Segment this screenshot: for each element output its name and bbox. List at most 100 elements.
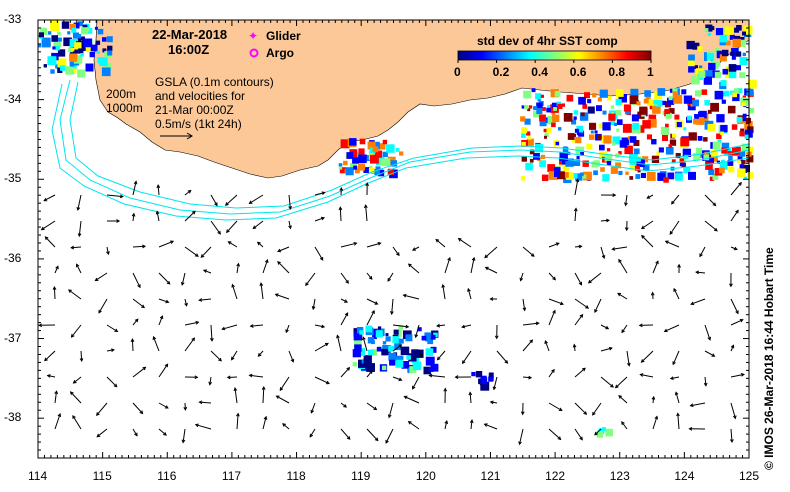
sst-cell: [602, 174, 610, 182]
velocity-arrow: [340, 272, 349, 284]
sst-cell: [580, 152, 584, 156]
velocity-arrow: [366, 428, 379, 441]
sst-cell: [573, 116, 577, 120]
velocity-arrow-head: [217, 230, 221, 235]
velocity-arrow-head: [468, 391, 473, 396]
velocity-arrow: [43, 194, 56, 202]
sst-cell: [739, 57, 748, 66]
sst-cell: [656, 151, 660, 156]
sst-cell: [644, 90, 651, 97]
sst-cell: [619, 140, 628, 148]
velocity-arrow-head: [113, 383, 118, 388]
velocity-arrow-head: [677, 263, 681, 268]
velocity-arrow-head: [363, 204, 368, 209]
sst-cell: [47, 31, 52, 35]
velocity-arrow-head: [639, 373, 644, 377]
gsla-line4: 0.5m/s (1kt 24h): [155, 117, 242, 131]
velocity-arrow: [340, 428, 351, 440]
velocity-arrow: [339, 207, 342, 222]
sst-cell: [546, 107, 551, 113]
sst-cell: [524, 105, 529, 110]
sst-cell: [546, 127, 552, 133]
sst-cell: [562, 146, 569, 153]
velocity-arrow-head: [282, 423, 286, 427]
velocity-arrow-head: [729, 439, 734, 444]
sst-cell: [738, 39, 746, 47]
sst-cell: [672, 91, 679, 97]
sst-cell: [430, 334, 436, 340]
velocity-arrow: [314, 376, 330, 384]
sst-cell: [576, 125, 584, 133]
sst-cell: [584, 92, 590, 99]
sst-cell: [703, 154, 710, 161]
sst-cell: [744, 145, 750, 152]
sst-cell: [663, 177, 669, 183]
sst-cell: [668, 96, 673, 101]
sst-cell: [107, 45, 113, 51]
sst-cell: [673, 94, 683, 104]
sst-cell: [709, 176, 715, 181]
sst-cell: [50, 20, 59, 30]
sst-cell: [63, 37, 72, 47]
sst-cell: [346, 152, 354, 159]
velocity-arrow-head: [624, 202, 628, 207]
velocity-arrow: [574, 402, 587, 415]
velocity-arrow: [158, 428, 167, 436]
velocity-arrow-head: [396, 252, 400, 257]
sst-cell: [732, 51, 738, 57]
velocity-arrow-head: [235, 412, 240, 417]
velocity-arrow-head: [484, 254, 489, 259]
velocity-arrow-head: [738, 181, 742, 186]
velocity-arrow-head: [735, 209, 739, 214]
sst-cell: [57, 37, 62, 42]
sst-cell: [526, 138, 534, 146]
velocity-arrow-head: [664, 240, 669, 245]
sst-cell: [562, 165, 569, 172]
colorbar-tick-label: 0.8: [608, 65, 626, 79]
velocity-arrow-head: [343, 404, 348, 408]
sst-cell: [737, 156, 743, 161]
velocity-arrow: [44, 350, 56, 361]
sst-cell: [618, 170, 623, 175]
velocity-arrow-head: [575, 178, 580, 183]
contour-line: [69, 81, 750, 209]
velocity-arrow-head: [494, 335, 499, 340]
velocity-arrow: [158, 240, 174, 248]
velocity-arrow-head: [529, 339, 534, 344]
sst-cell: [737, 88, 743, 94]
sst-cell: [524, 118, 531, 125]
sst-cell: [523, 90, 531, 99]
scale-arrow-head: [186, 132, 193, 140]
sst-cell: [618, 151, 622, 155]
velocity-arrow-head: [72, 380, 77, 384]
velocity-arrow-head: [638, 323, 643, 328]
velocity-arrow: [249, 194, 264, 204]
velocity-arrow: [574, 179, 579, 196]
sst-cell: [597, 134, 602, 140]
sst-cell: [38, 44, 41, 48]
velocity-arrow-head: [594, 431, 598, 436]
velocity-arrow-head: [114, 328, 119, 333]
sst-cell: [563, 113, 573, 122]
sst-cell: [704, 70, 713, 79]
sst-cell: [72, 32, 79, 39]
lat-tick-label: -37: [4, 330, 22, 345]
velocity-arrow-head: [309, 433, 314, 438]
velocity-arrow: [458, 238, 472, 248]
velocity-arrow-head: [411, 247, 416, 251]
sst-cell: [664, 108, 670, 114]
velocity-arrow-head: [362, 336, 366, 341]
velocity-arrow-head: [583, 411, 588, 415]
lon-tick-label: 120: [415, 469, 436, 483]
velocity-arrow-head: [484, 266, 489, 271]
sst-cell: [675, 173, 683, 181]
velocity-arrow-head: [730, 344, 735, 349]
sst-cell: [339, 167, 346, 174]
velocity-arrow-head: [77, 233, 82, 238]
sst-cell: [593, 170, 598, 176]
sst-cell: [732, 146, 741, 156]
sst-cell: [599, 89, 608, 98]
sst-cell: [692, 99, 699, 107]
sst-cell: [395, 148, 400, 152]
velocity-arrow: [340, 402, 347, 408]
